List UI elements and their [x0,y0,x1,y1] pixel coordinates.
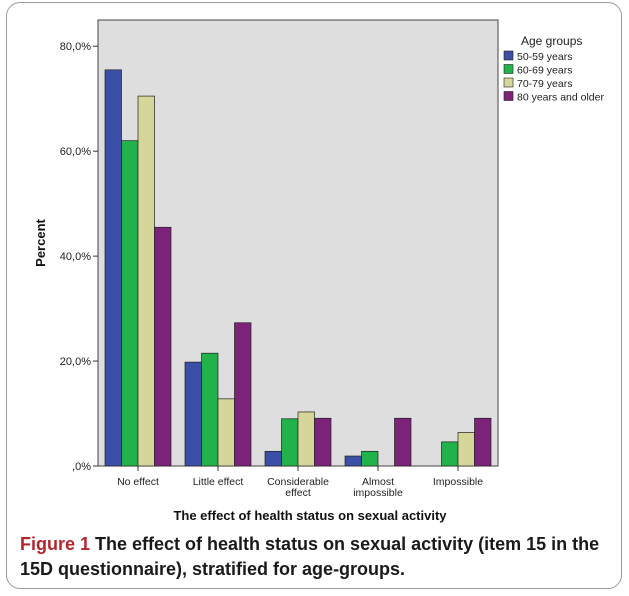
y-tick-label: 60,0% [60,146,91,158]
y-tick-label: 40,0% [60,251,91,263]
legend-swatch [503,77,514,88]
legend-swatch [503,64,514,74]
bar [457,432,475,467]
bar [474,417,492,467]
bar [137,95,155,467]
bar [104,69,122,467]
x-tick-label: effect [285,487,311,499]
bar [394,417,412,467]
y-tick-label: ,0% [72,461,91,473]
bar [217,398,235,467]
y-tick-label: 20,0% [60,356,91,368]
chart-container: ,0% 20,0% 40,0% 60,0% 80,0% No effect Little e… [33,19,604,523]
legend-label: 70-79 years [517,78,572,90]
bar [264,450,282,467]
x-tick-label: Impossible [433,476,483,488]
legend-swatch [503,91,514,101]
legend-label: 80 years and older [517,92,604,104]
bar [154,226,172,467]
bar [121,140,139,467]
bar [297,411,315,467]
legend-label: 50-59 years [517,51,572,63]
y-tick-label: 80,0% [60,41,91,53]
x-tick-label: impossible [353,487,403,499]
x-axis-title: The effect of health status on sexual ac… [173,508,447,523]
x-tick-label: No effect [117,476,159,488]
bar [344,455,362,467]
caption-text: The effect of health status on sexual ac… [20,534,600,579]
x-tick-label: Considerable [267,476,329,488]
bar [281,418,299,467]
bar [234,322,252,467]
bar [314,417,332,467]
legend-swatch [503,50,514,61]
legend-title: Age groups [521,34,582,48]
bar [361,450,379,467]
bar-chart: ,0% 20,0% 40,0% 60,0% 80,0% No effect Little e… [33,19,604,523]
y-axis-title: Percent [33,218,48,266]
x-tick-label: Almost [362,476,394,488]
x-tick-label: Little effect [193,476,244,488]
figure-caption: Figure 1 The effect of health status on … [20,532,610,582]
figure-label: Figure 1 [20,534,91,554]
bar [184,361,202,467]
legend-label: 60-69 years [517,65,572,77]
bar [441,441,459,467]
bar [201,352,219,467]
